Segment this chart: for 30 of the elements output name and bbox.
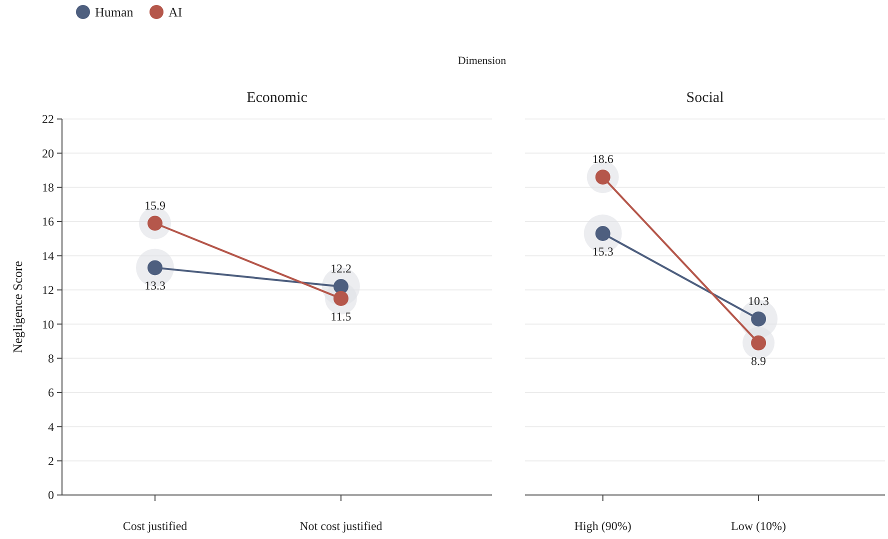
data-label: 15.3 bbox=[592, 244, 614, 259]
x-tick-label: Not cost justified bbox=[300, 519, 382, 533]
data-label: 13.3 bbox=[144, 278, 166, 293]
data-label: 12.2 bbox=[330, 261, 352, 276]
y-tick-label: 22 bbox=[42, 112, 54, 126]
data-label: 10.3 bbox=[748, 294, 770, 308]
y-tick-label: 10 bbox=[42, 317, 54, 332]
y-tick-label: 4 bbox=[48, 420, 54, 434]
legend-label: AI bbox=[168, 4, 182, 20]
chart-title: Economic bbox=[246, 90, 308, 106]
legend-label: Human bbox=[95, 4, 134, 20]
y-tick-label: 6 bbox=[48, 386, 54, 400]
data-label: 18.6 bbox=[592, 152, 614, 166]
y-tick-label: 14 bbox=[42, 248, 54, 263]
x-tick-label: Low (10%) bbox=[731, 519, 786, 533]
x-tick-label: High (90%) bbox=[574, 519, 632, 533]
y-axis-title: Negligence Score bbox=[10, 260, 25, 354]
y-tick-label: 0 bbox=[48, 488, 54, 502]
data-label: 8.9 bbox=[751, 354, 766, 368]
y-tick-label: 2 bbox=[48, 454, 54, 468]
y-tick-label: 8 bbox=[48, 351, 54, 366]
chart-title: Social bbox=[686, 90, 724, 106]
y-tick-label: 16 bbox=[42, 214, 54, 229]
y-tick-label: 12 bbox=[42, 283, 54, 298]
data-label: 11.5 bbox=[330, 309, 352, 324]
y-tick-label: 20 bbox=[42, 146, 54, 160]
y-tick-label: 18 bbox=[42, 180, 54, 195]
data-label: 15.9 bbox=[144, 198, 166, 212]
text: Dimension bbox=[458, 55, 507, 67]
x-tick-label: Cost justified bbox=[122, 519, 188, 533]
